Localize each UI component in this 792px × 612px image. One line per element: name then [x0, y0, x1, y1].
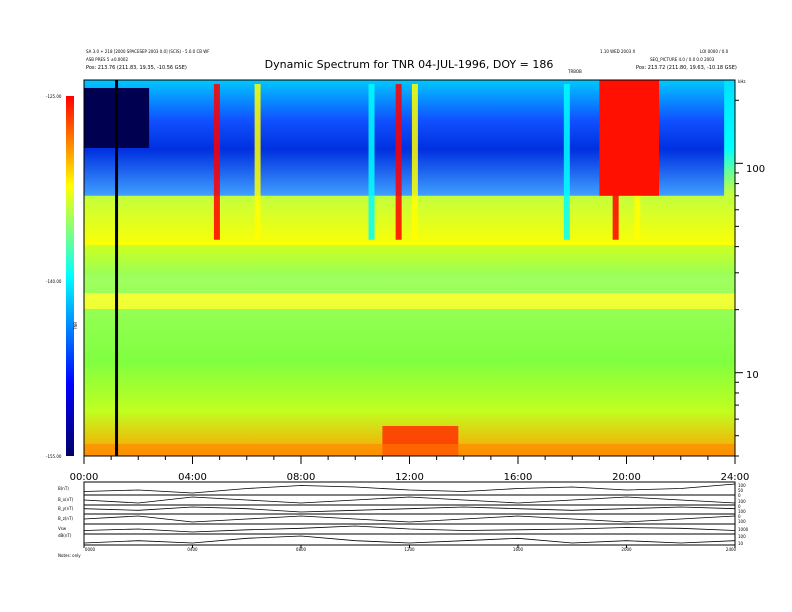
right-tick-3: 100 [738, 499, 746, 504]
lower-x-tick-4: 1600 [513, 547, 524, 552]
lower-x-tick-1: 0400 [187, 547, 198, 552]
low-freq-floor [84, 444, 735, 456]
marker-label: TRBOB [567, 69, 582, 74]
plasma-line [84, 292, 735, 309]
colorbar-tick-bottom: -155.00 [46, 454, 62, 459]
lower-x-tick-6: 2400 [726, 547, 737, 552]
panel-label-3: B_z(nT) [58, 516, 73, 521]
lower-x-tick-5: 2000 [621, 547, 632, 552]
header-right-line3: Pos: 213.72 (211.80, 19.63, -10.18 GSE) [636, 65, 737, 71]
panel-label-1: B_x(nT) [58, 497, 74, 502]
right-tick-8: 1000 [738, 527, 749, 532]
burst-stripe [411, 84, 418, 240]
right-tick-0: 100 [738, 483, 746, 488]
header-left-line3: Pos: 213.76 (211.83, 19.35, -10.56 GSE) [86, 65, 187, 71]
header-right-line2: SEQ_PICTURE 4.0 / 0.0 0.0 2003 [650, 57, 715, 62]
kHz-label: kHz [738, 79, 745, 84]
plasma-band [84, 245, 735, 276]
y-tick-label-100: 100 [746, 164, 765, 175]
x-tick-label-1: 04:00 [178, 472, 207, 483]
x-tick-label-5: 20:00 [612, 472, 641, 483]
right-tick-6: 0 [738, 514, 741, 519]
burst-stripe [368, 84, 375, 240]
burst-stripe [254, 84, 261, 240]
series-line-0 [83, 483, 736, 494]
header-right-line1: 1.10 WED 2003 X [600, 49, 635, 54]
panel-label-5: dB(nT) [58, 533, 72, 538]
field-panels [83, 481, 736, 548]
right-tick-9: 100 [738, 534, 746, 539]
lower-x-tick-3: 1200 [404, 547, 415, 552]
panel-label-2: B_y(nT) [58, 506, 74, 511]
header-left-line2: ASB PRES 5 ±0.0002 [86, 57, 128, 62]
series-line-2 [83, 506, 736, 513]
chart-title: Dynamic Spectrum for TNR 04-JUL-1996, DO… [265, 58, 554, 71]
header-right-line1b: LOI 0000 / 0.0 [700, 49, 729, 54]
right-tick-10: 10 [738, 541, 744, 546]
x-tick-label-4: 16:00 [504, 472, 533, 483]
panel-label-4: Vsw [58, 526, 67, 531]
red-burst-region [599, 80, 660, 196]
series-line-1 [83, 496, 736, 504]
lower-x-tick-2: 0800 [296, 547, 307, 552]
burst-stripe [395, 84, 402, 240]
x-tick-label-0: 00:00 [70, 472, 99, 483]
x-tick-label-3: 12:00 [395, 472, 424, 483]
colorbar-tick-top: -125.00 [46, 94, 62, 99]
right-tick-5: 100 [738, 509, 746, 514]
y-tick-label-10: 10 [746, 370, 759, 381]
x-tick-label-2: 08:00 [287, 472, 316, 483]
x-axis [83, 456, 736, 464]
x-tick-label-6: 24:00 [721, 472, 750, 483]
right-tick-1: 50 [738, 488, 744, 493]
lower-x-tick-0: 0000 [85, 547, 96, 552]
right-tick-7: 100 [738, 519, 746, 524]
right-tick-4: 0 [738, 504, 741, 509]
panel-label-0: B(nT) [58, 486, 69, 491]
colorbar-label: TNR [73, 322, 78, 331]
header-left-line1: SA 3.0 + 218 [2000 SPACESEP 2003 0.0] (S… [86, 49, 210, 54]
footer-notes: Notes: only [58, 553, 81, 558]
colorbar [66, 96, 74, 456]
series-line-3 [83, 515, 736, 523]
right-tick-2: 0 [738, 493, 741, 498]
series-line-4 [83, 525, 736, 533]
burst-stripe [213, 84, 220, 240]
series-line-5 [83, 535, 736, 544]
burst-stripe [563, 84, 570, 240]
colorbar-tick-mid: -140.00 [46, 279, 62, 284]
y-axis [735, 99, 743, 457]
spectrogram [84, 80, 735, 456]
